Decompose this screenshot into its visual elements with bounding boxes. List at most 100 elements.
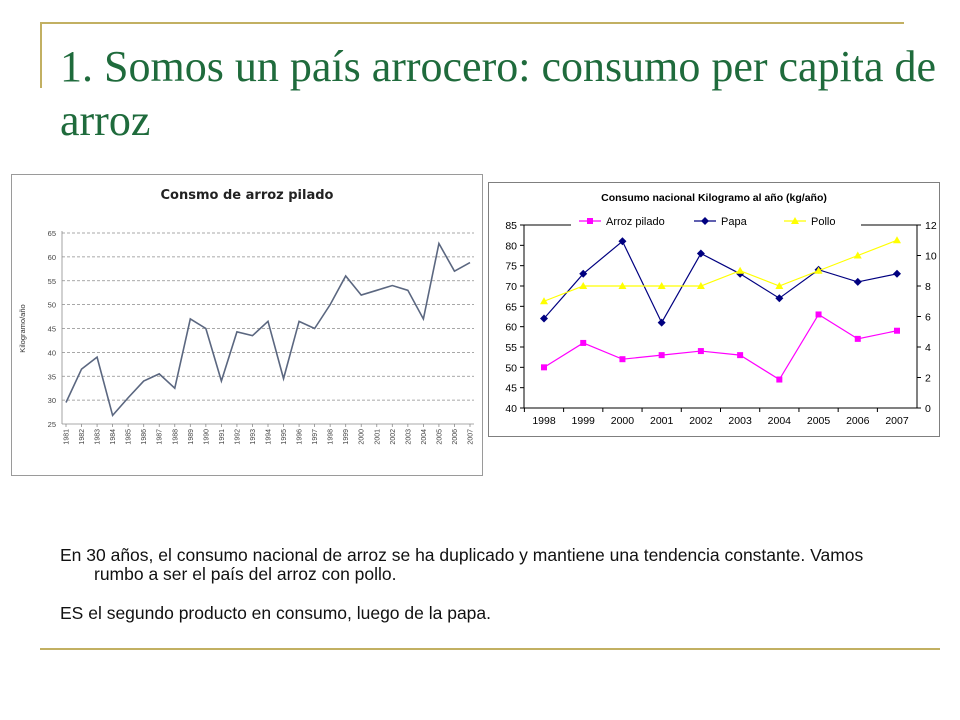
legend-pollo-marker	[791, 217, 799, 224]
x-tick-label: 2006	[452, 429, 459, 445]
pollo-point	[775, 282, 784, 289]
arroz-pilado-point	[580, 339, 587, 346]
right-y-tick-label: 8	[925, 281, 931, 293]
legend-arroz-pilado-label: Arroz pilado	[606, 216, 665, 228]
left-rule	[40, 22, 42, 88]
x-tick-label: 1995	[281, 429, 288, 445]
papa-point	[893, 269, 901, 278]
arroz-pilado-point	[737, 352, 744, 359]
arroz-pilado-series-line	[543, 313, 898, 381]
legend-pollo-label: Pollo	[811, 216, 835, 228]
right-y-tick-label: 6	[925, 312, 931, 324]
pollo-series-line	[543, 239, 898, 302]
x-tick-label: 2006	[846, 415, 870, 427]
y-tick-label: 45	[48, 325, 56, 334]
left-y-tick-label: 85	[505, 220, 517, 232]
rice-series-line	[65, 241, 471, 418]
right-y-tick-label: 12	[925, 220, 937, 232]
x-tick-label: 1999	[572, 415, 596, 427]
y-tick-label: 50	[48, 301, 56, 310]
pollo-point	[618, 282, 627, 289]
left-y-tick-label: 60	[505, 322, 517, 334]
arroz-pilado-point	[815, 311, 822, 318]
papa-point	[579, 269, 588, 278]
arroz-pilado-point	[894, 327, 900, 334]
y-tick-label: 60	[48, 253, 56, 262]
x-tick-label: 2004	[768, 415, 792, 427]
x-tick-label: 2002	[689, 415, 713, 427]
x-tick-label: 1996	[297, 429, 304, 445]
paragraph-1: En 30 años, el consumo nacional de arroz…	[60, 545, 864, 584]
pollo-point	[853, 251, 862, 259]
arroz-pilado-point	[619, 356, 626, 363]
x-tick-label: 1989	[188, 429, 195, 445]
papa-point	[696, 249, 705, 258]
left-y-tick-label: 75	[505, 261, 517, 273]
x-tick-label: 2007	[885, 415, 909, 427]
chart-title: Consmo de arroz pilado	[161, 188, 334, 203]
right-y-tick-label: 0	[925, 403, 931, 415]
papa-series-line	[543, 240, 898, 324]
x-tick-label: 1990	[203, 429, 210, 445]
x-tick-label: 1998	[532, 415, 556, 427]
y-tick-label: 65	[48, 229, 56, 238]
x-tick-label: 1999	[343, 429, 350, 445]
left-y-tick-label: 40	[505, 403, 517, 415]
x-tick-label: 2007	[468, 429, 475, 445]
pollo-point	[814, 266, 823, 274]
arroz-pilado-point	[541, 364, 547, 371]
left-y-tick-label: 45	[505, 383, 517, 395]
x-tick-label: 2000	[611, 415, 635, 427]
legend-papa-label: Papa	[721, 216, 748, 228]
rice-consumption-chart-svg: Consmo de arroz pilado 25 30 35 40 45 50 55 60 65…	[18, 188, 475, 445]
x-tick-label: 2002	[390, 429, 397, 445]
papa-point	[618, 237, 627, 246]
x-tick-label: 2001	[650, 415, 674, 427]
x-tick-label: 1998	[328, 429, 335, 445]
x-tick-label: 1993	[250, 429, 257, 445]
left-y-tick-label: 50	[505, 362, 517, 374]
x-tick-label: 1991	[219, 429, 226, 445]
x-tick-label: 1986	[141, 429, 148, 445]
papa-point	[540, 314, 548, 323]
x-tick-label: 1984	[110, 429, 117, 445]
pollo-point	[540, 297, 548, 305]
top-rule	[40, 22, 904, 24]
slide-title: 1. Somos un país arrocero: consumo per c…	[60, 42, 937, 145]
y-tick-label: 40	[48, 348, 56, 357]
national-consumption-chart: Consumo nacional Kilogramo al año (kg/añ…	[488, 182, 940, 437]
bottom-rule	[40, 648, 940, 650]
legend-arroz-pilado-marker	[587, 218, 593, 224]
left-y-tick-label: 80	[505, 240, 517, 252]
x-tick-label: 1997	[312, 429, 319, 445]
legend-papa-marker	[701, 217, 709, 225]
left-y-tick-label: 70	[505, 281, 517, 293]
x-tick-label: 2003	[728, 415, 752, 427]
pollo-point	[893, 236, 901, 244]
pollo-point	[657, 282, 666, 289]
rice-consumption-chart: Consmo de arroz pilado 25 30 35 40 45 50 55 60 65…	[11, 174, 483, 476]
y-axis-label: Kilogramo/año	[18, 304, 27, 352]
x-tick-label: 1981	[64, 429, 71, 445]
y-tick-label: 25	[48, 420, 56, 429]
x-tick-label: 1992	[234, 429, 241, 445]
x-tick-label: 1987	[157, 429, 164, 445]
pollo-point	[579, 282, 588, 289]
x-tick-label: 2003	[405, 429, 412, 445]
papa-point	[657, 318, 666, 327]
arroz-pilado-point	[854, 335, 861, 342]
papa-point	[853, 277, 862, 286]
right-y-tick-label: 4	[925, 342, 931, 354]
chart-title: Consumo nacional Kilogramo al año (kg/añ…	[601, 192, 827, 204]
x-tick-label: 2001	[374, 429, 381, 445]
arroz-pilado-point	[776, 376, 783, 383]
pollo-point	[736, 266, 745, 274]
y-tick-label: 55	[48, 277, 56, 286]
y-tick-label: 35	[48, 372, 56, 381]
x-tick-label: 1994	[266, 429, 273, 445]
x-tick-label: 2005	[807, 415, 831, 427]
y-tick-label: 30	[48, 396, 56, 405]
x-tick-label: 1988	[172, 429, 179, 445]
national-consumption-chart-svg: Consumo nacional Kilogramo al año (kg/añ…	[505, 192, 937, 427]
right-y-tick-label: 10	[925, 251, 937, 263]
